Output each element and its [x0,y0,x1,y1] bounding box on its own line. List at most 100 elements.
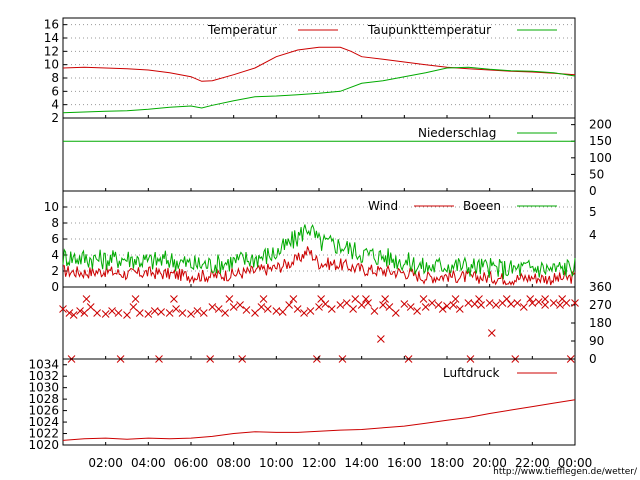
legend-niederschlag: Niederschlag [418,126,496,140]
direction-mark [157,308,165,316]
direction-mark [351,295,360,303]
right-tick-label: 5 [589,205,597,219]
direction-mark [558,295,567,303]
y-tick-label: 180 [589,316,612,330]
y-tick-label: 200 [589,118,612,132]
x-tick-label: 04:00 [131,456,166,470]
direction-mark [101,310,110,318]
direction-mark [507,300,515,308]
direction-mark [300,309,308,317]
direction-mark [193,307,202,315]
y-tick-label: 2 [51,111,59,125]
y-tick-label: 8 [51,216,59,230]
y-tick-label: 100 [589,151,612,165]
direction-mark [381,295,389,303]
direction-mark [80,309,89,317]
y-tick-label: 6 [51,232,59,246]
direction-mark [464,299,473,307]
direction-mark [278,308,287,316]
direction-mark [199,309,208,317]
direction-mark [477,301,485,309]
direction-mark [86,303,95,311]
legend-boeen: Boeen [463,199,501,213]
direction-mark [513,299,522,307]
direction-mark [170,295,178,303]
direction-mark [438,305,447,313]
direction-marks [59,295,579,363]
legend-luftdruck: Luftdruck [443,366,500,380]
temperature-lines [62,46,576,114]
time-axis: 02:00 04:00 06:00 08:00 10:00 12:00 14:00 16:00… [88,115,592,470]
x-tick-label: 18:00 [430,456,465,470]
direction-mark [534,298,543,306]
direction-mark [421,303,430,311]
y-tick-label: 0 [51,280,59,294]
y-tick-label: 1034 [28,358,59,372]
x-tick-label: 10:00 [259,456,294,470]
direction-mark [221,309,229,317]
direction-mark [108,307,116,315]
pressure-lines [62,399,576,441]
series-line-taupunkttemperatur [62,66,576,114]
y-tick-label: 1032 [28,369,59,383]
y-tick-label: 1020 [28,438,59,452]
x-tick-label: 16:00 [387,456,422,470]
direction-mark [455,305,464,313]
x-tick-label: 00:00 [558,456,593,470]
direction-mark [470,300,479,308]
direction-mark [541,301,549,309]
direction-mark [76,307,84,315]
direction-mark [428,299,436,307]
direction-mark [242,306,251,314]
direction-mark [526,295,535,303]
direction-mark [225,295,234,303]
direction-mark [257,303,266,311]
y-tick-label: 0 [589,352,597,366]
legend-temperatur: Temperatur [207,23,277,37]
legend-taupunkttemperatur: Taupunkttemperatur [367,23,491,37]
direction-mark [391,309,400,317]
direction-mark [208,303,217,311]
y-tick-label: 90 [589,334,604,348]
direction-mark [251,309,259,317]
direction-mark [451,295,460,303]
y-tick-label: 4 [51,248,59,262]
panel-precipitation: 0 50 100 150 200 Niederschlag [62,117,612,198]
direction-mark [487,329,496,337]
direction-mark [172,305,180,313]
y-tick-label: 1022 [28,427,59,441]
direction-mark [556,301,564,309]
y-tick-label: 1028 [28,392,59,406]
direction-mark [82,295,91,303]
y-tick-label: 1030 [28,381,59,395]
direction-mark [236,301,244,309]
y-tick-label: 12 [44,44,59,58]
direction-mark [349,305,357,313]
direction-mark [528,299,537,307]
direction-mark [289,295,298,303]
direction-ticks: 0 90 180 270 360 [571,280,612,366]
direction-mark [93,309,101,317]
direction-mark [379,301,387,309]
direction-mark [327,305,336,313]
direction-mark [492,301,500,309]
y-tick-label: 1026 [28,404,59,418]
direction-mark [519,303,528,311]
x-tick-label: 02:00 [88,456,123,470]
direction-mark [443,302,451,310]
y-tick-label: 270 [589,298,612,312]
y-tick-label: 4 [51,98,59,112]
direction-mark [502,295,511,303]
direction-mark [187,310,195,318]
direction-mark [263,305,272,313]
direction-mark [362,295,370,303]
direction-mark [370,307,379,315]
direction-mark [419,295,428,303]
direction-mark [59,305,67,313]
direction-mark [69,311,78,319]
panel-wind: 0 2 4 6 8 10 5 4 Wind Boeen [44,190,597,294]
direction-mark [541,295,549,303]
y-tick-label: 1024 [28,415,59,429]
